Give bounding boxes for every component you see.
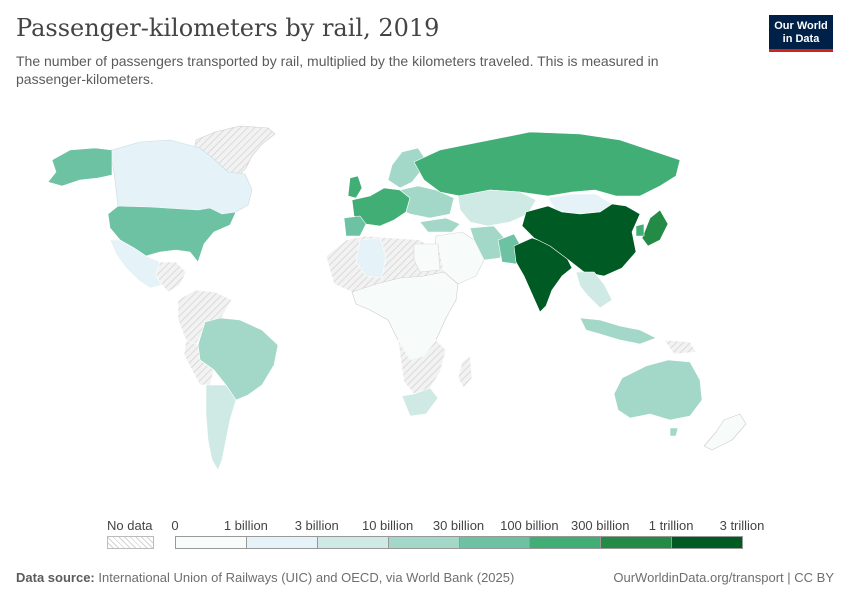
country-south-korea[interactable] [635, 223, 645, 237]
region-central-asia[interactable] [457, 189, 537, 227]
legend-bin-0[interactable] [175, 536, 247, 549]
legend-bin-7[interactable] [671, 536, 743, 549]
footer-source-text[interactable]: International Union of Railways (UIC) an… [98, 570, 515, 585]
region-central-america[interactable] [155, 261, 187, 293]
legend-tick-label: 3 trillion [719, 518, 765, 533]
logo-line-2: in Data [782, 33, 820, 45]
country-russia[interactable] [413, 131, 681, 197]
country-australia[interactable] [613, 359, 703, 421]
region-eastern-europe[interactable] [399, 185, 455, 219]
footer-source-label: Data source: [16, 570, 95, 585]
owid-logo[interactable]: Our World in Data [769, 15, 833, 52]
legend: No data 0 1 billion 3 billion 10 billion 30 … [0, 515, 850, 555]
legend-tick-label: 3 billion [294, 518, 339, 533]
legend-bin-1[interactable] [245, 536, 318, 549]
country-new-zealand[interactable] [703, 413, 747, 451]
country-australia-tasmania[interactable] [669, 427, 679, 437]
legend-tick-label: 30 billion [432, 518, 485, 533]
chart-title: Passenger-kilometers by rail, 2019 [16, 14, 440, 42]
footer-source: Data source: International Union of Rail… [16, 570, 514, 585]
legend-bin-5[interactable] [529, 536, 602, 549]
country-argentina[interactable] [205, 384, 237, 471]
country-egypt[interactable] [413, 243, 441, 273]
chart-subtitle: The number of passengers transported by … [16, 53, 659, 87]
legend-bin-4[interactable] [458, 536, 531, 549]
logo-line-1: Our World [774, 20, 828, 32]
legend-tick-label: 1 billion [223, 518, 268, 533]
legend-tick-label: 1 trillion [648, 518, 694, 533]
country-china[interactable] [521, 203, 641, 277]
legend-bin-2[interactable] [316, 536, 389, 549]
country-south-africa[interactable] [401, 387, 439, 417]
legend-no-data-label: No data [107, 518, 153, 533]
country-spain[interactable] [343, 215, 367, 237]
country-canada[interactable] [111, 139, 253, 215]
country-iran[interactable] [469, 225, 507, 261]
country-uk[interactable] [347, 175, 363, 199]
legend-tick-label: 10 billion [361, 518, 414, 533]
country-algeria[interactable] [355, 237, 387, 279]
country-japan[interactable] [641, 209, 669, 247]
legend-bin-3[interactable] [387, 536, 460, 549]
legend-tick-label: 0 [171, 518, 179, 533]
footer-link[interactable]: OurWorldinData.org/transport | CC BY [613, 570, 834, 585]
region-southern-africa[interactable] [397, 339, 447, 395]
legend-no-data-swatch[interactable] [107, 536, 154, 549]
country-papua-new-guinea[interactable] [663, 339, 697, 355]
region-southeast-asia[interactable] [575, 271, 613, 309]
region-central-africa[interactable] [351, 271, 459, 361]
legend-tick-label: 100 billion [500, 518, 559, 533]
country-turkey[interactable] [419, 217, 461, 233]
legend-bin-6[interactable] [600, 536, 673, 549]
legend-tick-label: 300 billion [570, 518, 630, 533]
country-usa-alaska[interactable] [47, 147, 113, 187]
world-map [47, 125, 747, 471]
country-indonesia[interactable] [579, 317, 657, 345]
country-madagascar[interactable] [457, 355, 473, 389]
